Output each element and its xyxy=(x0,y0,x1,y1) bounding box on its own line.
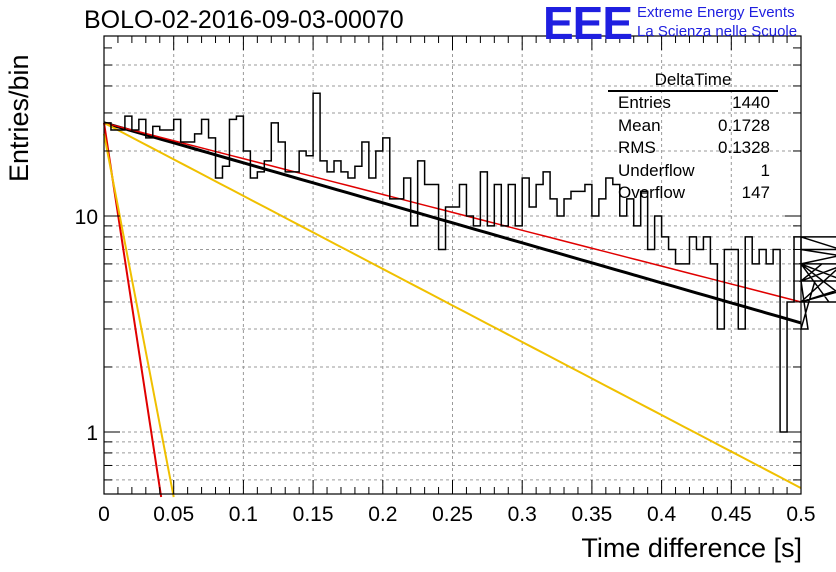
x-tick-label: 0.5 xyxy=(786,503,815,526)
x-tick-label: 0.05 xyxy=(153,503,194,526)
x-tick-label: 0.4 xyxy=(647,503,677,526)
x-tick-label: 0.35 xyxy=(571,503,612,526)
stats-label: Entries xyxy=(618,93,671,112)
grid-lines xyxy=(104,36,801,494)
page-title: BOLO-02-2016-09-03-00070 xyxy=(84,6,404,34)
y-tick-label: 1 xyxy=(86,422,98,445)
fit-curves xyxy=(103,121,802,498)
x-tick-label: 0.2 xyxy=(368,503,397,526)
logo-line-1: Extreme Energy Events xyxy=(637,4,795,21)
stats-value: 0.1328 xyxy=(718,138,770,158)
stats-value: 1 xyxy=(760,160,770,180)
stats-value: 1440 xyxy=(732,93,770,112)
y-axis-label: Entries/bin xyxy=(4,54,34,182)
x-tick-label: 0 xyxy=(98,503,110,526)
stats-label: Overflow xyxy=(618,183,686,203)
stats-row-underflow: Underflow 1 xyxy=(608,160,778,183)
eee-logo-mark: EEE xyxy=(543,0,633,49)
histogram xyxy=(104,92,836,433)
stats-value: 147 xyxy=(741,183,770,203)
fit-curve xyxy=(103,133,175,498)
stats-value: 0.1728 xyxy=(718,115,770,135)
stats-row-entries: Entries 1440 xyxy=(608,92,778,115)
y-tick-label: 10 xyxy=(75,206,98,229)
x-tick-label: 0.25 xyxy=(432,503,473,526)
axes: 0 0.05 0.1 0.15 0.2 0.25 0.3 0.35 0.4 0.45 0.5 1 10 xyxy=(75,35,816,526)
x-axis-label: Time difference [s] xyxy=(581,533,802,563)
stats-label: Mean xyxy=(618,115,661,135)
stats-row-mean: Mean 0.1728 xyxy=(608,115,778,138)
x-tick-label: 0.3 xyxy=(508,503,537,526)
stats-label: Underflow xyxy=(618,160,695,180)
fit-curve xyxy=(103,121,802,489)
stats-row-rms: RMS 0.1328 xyxy=(608,137,778,160)
histogram-step-line xyxy=(104,92,836,433)
x-tick-label: 0.1 xyxy=(229,503,258,526)
fit-curve xyxy=(103,121,802,325)
stats-row-overflow: Overflow 147 xyxy=(608,182,778,205)
logo-line-2: La Scienza nelle Scuole xyxy=(637,23,798,40)
stats-label: RMS xyxy=(618,138,656,158)
fit-curve xyxy=(103,122,802,303)
x-tick-label: 0.15 xyxy=(293,503,334,526)
x-tick-label: 0.45 xyxy=(711,503,752,526)
stats-box: DeltaTime Entries 1440 Mean 0.1728 RMS 0… xyxy=(608,70,778,205)
stats-title: DeltaTime xyxy=(608,70,778,92)
